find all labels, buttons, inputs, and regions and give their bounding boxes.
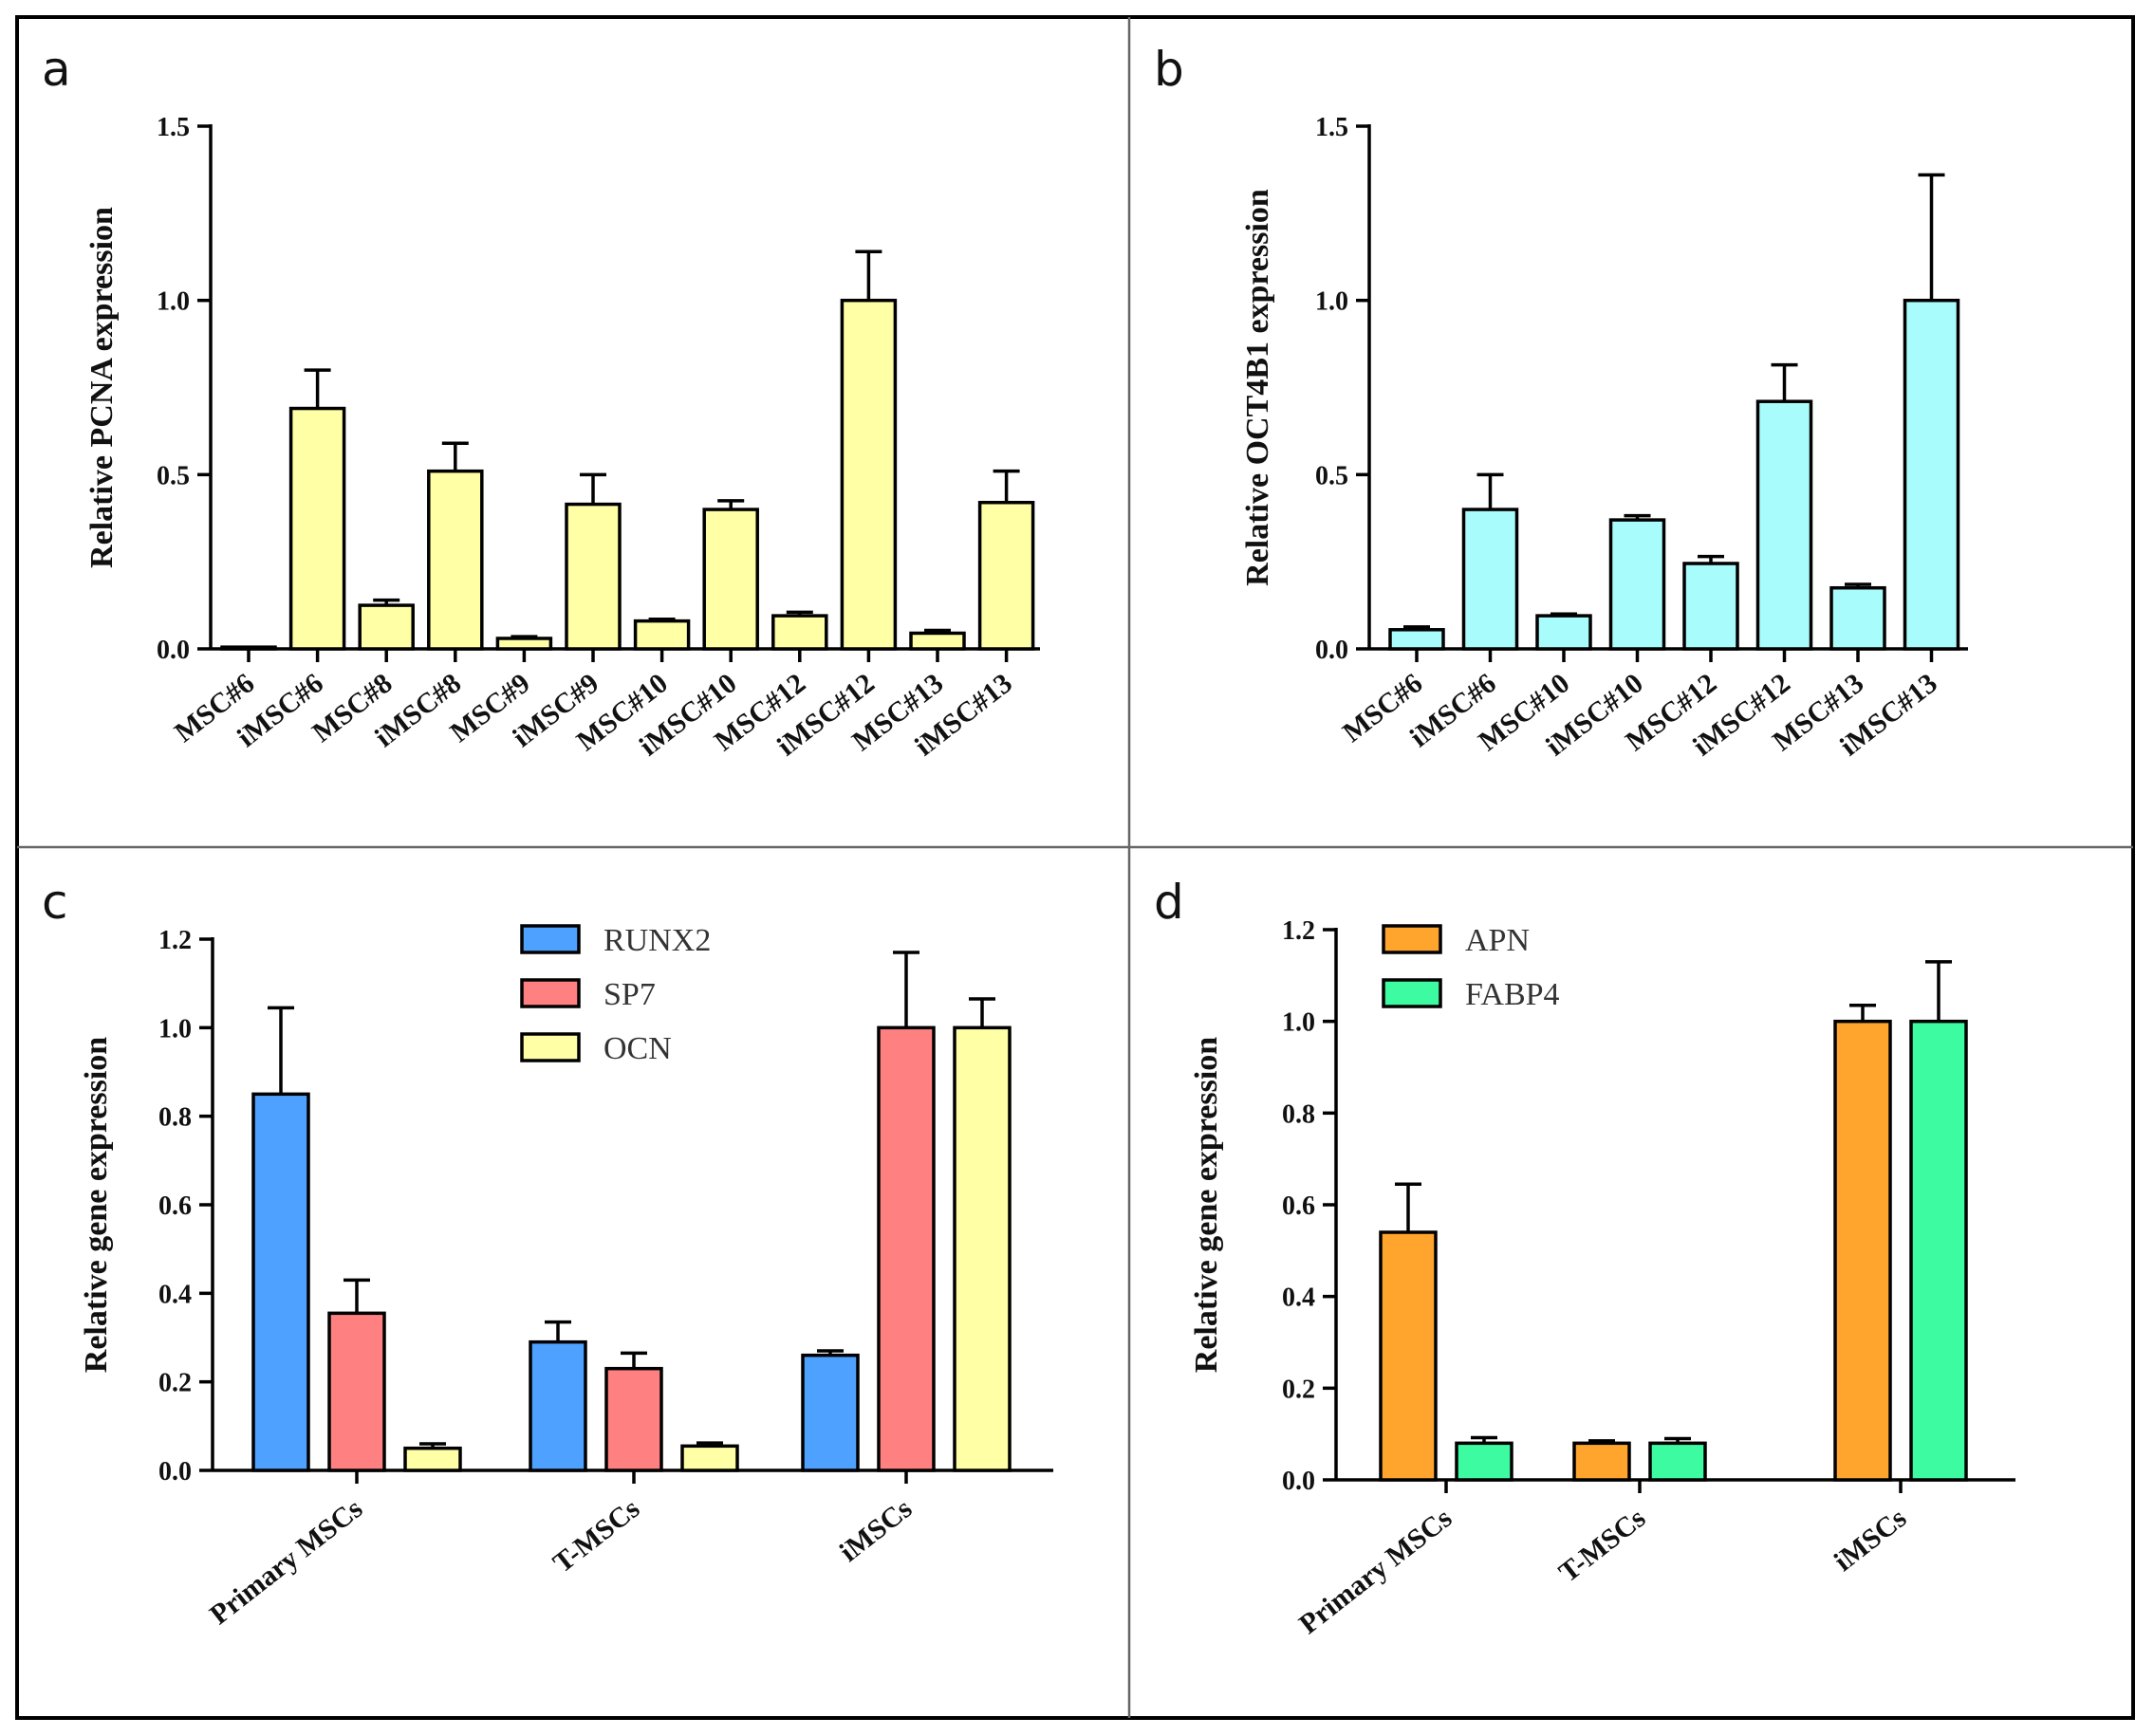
y-tick-label: 0.0 (1315, 636, 1348, 665)
y-tick-label: 0.5 (157, 461, 190, 490)
bar-oct4b1-msc-10 (1535, 614, 1592, 651)
y-tick-label: 1.0 (157, 287, 190, 317)
x-category-label: T-MSCs (548, 1493, 646, 1579)
y-tick-label: 0.4 (158, 1280, 192, 1309)
bar-pcna-imsc-10 (702, 508, 759, 651)
y-tick-label: 0.8 (158, 1103, 192, 1133)
y-axis-label: Relative PCNA expression (84, 207, 120, 568)
bar-runx2-imscs (801, 1353, 860, 1472)
bar-apn-t-mscs (1572, 1441, 1631, 1482)
bar-apn-imscs (1833, 1019, 1892, 1482)
panel-c: c Relative gene expression 0.0 0.2 0.4 0.6 0.8… (42, 875, 1053, 1631)
y-tick-label: 1.5 (157, 113, 190, 142)
bar-pcna-msc-12 (771, 614, 828, 651)
bar-pcna-msc-8 (358, 603, 415, 651)
bar-pcna-imsc-8 (427, 469, 484, 651)
x-category-label: iMSCs (1829, 1503, 1913, 1578)
legend-label-runx2: RUNX2 (603, 923, 711, 958)
legend-swatch-runx2 (520, 924, 581, 954)
legend-swatch-fabp4 (1382, 978, 1442, 1008)
y-tick-label: 0.4 (1282, 1284, 1315, 1313)
y-tick-label: 1.0 (1315, 287, 1348, 317)
bar-fabp4-imscs (1909, 1019, 1968, 1482)
y-tick-label: 0.8 (1282, 1099, 1315, 1129)
y-tick-label: 1.2 (1282, 916, 1315, 946)
legend-label-apn: APN (1465, 923, 1530, 958)
bar-pcna-msc-9 (495, 637, 553, 651)
x-category-label: Primary MSCs (1293, 1503, 1458, 1641)
bar-oct4b1-msc-12 (1682, 562, 1739, 651)
bar-oct4b1-imsc-6 (1461, 508, 1519, 651)
bar-ocn-imscs (953, 1025, 1012, 1472)
x-category-label: Primary MSCs (204, 1493, 368, 1632)
y-tick-label: 1.0 (158, 1014, 192, 1043)
legend-label-ocn: OCN (603, 1031, 672, 1066)
y-axis-label: Relative OCT4B1 expression (1240, 189, 1275, 586)
bar-fabp4-t-mscs (1648, 1441, 1707, 1482)
bar-oct4b1-msc-13 (1829, 585, 1886, 651)
bar-pcna-imsc-13 (977, 500, 1035, 651)
legend-swatch-sp7 (520, 978, 581, 1008)
bar-sp7-t-mscs (604, 1366, 663, 1472)
legend-swatch-ocn (520, 1032, 581, 1062)
bar-pcna-imsc-12 (840, 298, 898, 651)
panel-letter: a (42, 42, 71, 97)
y-tick-label: 0.0 (158, 1457, 192, 1487)
y-tick-label: 0.0 (1282, 1467, 1315, 1496)
y-axis-label: Relative gene expression (79, 1037, 114, 1374)
bar-oct4b1-imsc-13 (1903, 298, 1960, 651)
y-tick-label: 0.6 (1282, 1191, 1315, 1221)
bar-apn-primary-mscs (1379, 1230, 1438, 1482)
y-tick-label: 0.2 (158, 1369, 192, 1398)
bar-oct4b1-imsc-12 (1755, 399, 1813, 651)
bar-pcna-msc-13 (909, 631, 966, 651)
bar-pcna-imsc-6 (288, 406, 346, 651)
bar-pcna-msc-6 (220, 645, 277, 651)
bar-oct4b1-imsc-10 (1608, 518, 1666, 651)
bar-oct4b1-msc-6 (1388, 628, 1445, 651)
legend-swatch-apn (1382, 924, 1442, 954)
y-tick-label: 1.2 (158, 926, 192, 955)
bar-pcna-msc-10 (633, 619, 691, 651)
figure-frame (15, 15, 2135, 1720)
x-category-label: iMSCs (834, 1493, 919, 1568)
bar-runx2-primary-mscs (251, 1092, 310, 1472)
y-tick-label: 1.5 (1315, 113, 1348, 142)
legend-label-fabp4: FABP4 (1465, 977, 1560, 1012)
bar-pcna-imsc-9 (565, 502, 622, 651)
panel-letter: c (42, 875, 68, 930)
bar-ocn-primary-mscs (403, 1446, 462, 1472)
y-tick-label: 0.5 (1315, 461, 1348, 490)
y-axis-label: Relative gene expression (1189, 1037, 1224, 1374)
y-tick-label: 1.0 (1282, 1008, 1315, 1038)
panel-letter: d (1154, 875, 1184, 930)
bar-runx2-t-mscs (529, 1339, 587, 1472)
bar-sp7-imscs (877, 1025, 936, 1472)
x-category-label: T-MSCs (1553, 1503, 1652, 1589)
bar-ocn-t-mscs (680, 1444, 739, 1472)
y-tick-label: 0.0 (157, 636, 190, 665)
bar-fabp4-primary-mscs (1455, 1441, 1513, 1482)
y-tick-label: 0.6 (158, 1191, 192, 1221)
y-tick-label: 0.2 (1282, 1375, 1315, 1404)
panel-d: d Relative gene expression 0.0 0.2 0.4 0.6 0.8… (1154, 875, 2015, 1640)
panel-letter: b (1154, 42, 1184, 97)
legend-label-sp7: SP7 (603, 977, 656, 1012)
bar-sp7-primary-mscs (327, 1311, 386, 1472)
